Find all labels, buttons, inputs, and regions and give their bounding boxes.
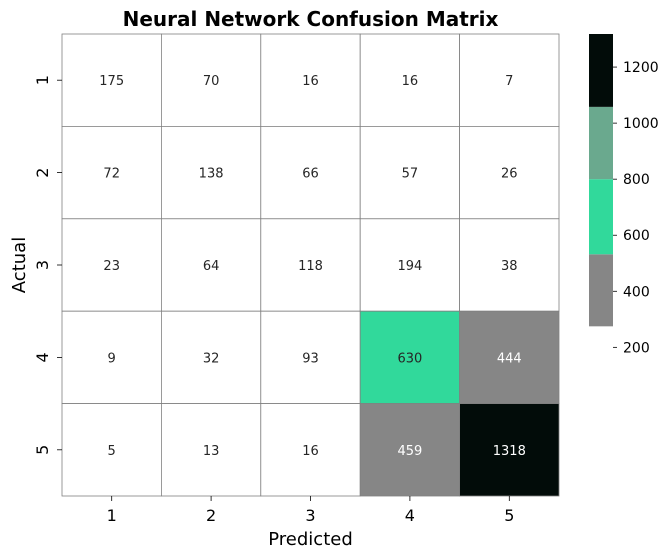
cell-value-label: 444: [497, 351, 522, 366]
heatmap-cell: [459, 218, 560, 312]
x-tick-label: 4: [405, 506, 415, 525]
heatmap-cell: [359, 310, 461, 405]
cell-value-label: 64: [203, 259, 220, 274]
cell-value-label: 459: [397, 444, 422, 459]
heatmap-cell: [260, 126, 361, 220]
heatmap-cells: 175 70 16 16 7 72 138 66 57 26 23 64 118 194 38 9 32 93 63…: [61, 33, 560, 497]
cell-value-label: 26: [501, 167, 518, 182]
heatmap-cell: [61, 33, 162, 127]
heatmap-cell: [459, 403, 560, 497]
cell-value-label: 16: [302, 74, 319, 89]
colorbar-band: [589, 326, 613, 402]
colorbar-tick-label: 1000: [623, 116, 659, 132]
colorbar: 200 400 600 800 1000 1200: [589, 34, 659, 402]
colorbar-tick-label: 600: [623, 228, 650, 244]
heatmap-cell: [359, 33, 461, 127]
x-tick-label: 2: [206, 506, 216, 525]
heatmap-cell: [459, 33, 560, 127]
heatmap-cell: [160, 310, 262, 405]
cell-value-label: 38: [501, 259, 518, 274]
y-axis-label: Actual: [9, 237, 30, 293]
cell-value-label: 93: [302, 351, 319, 366]
heatmap-cell: [459, 126, 560, 220]
colorbar-tick-label: 200: [623, 340, 650, 356]
cell-value-label: 1318: [493, 444, 526, 459]
cell-value-label: 16: [302, 444, 319, 459]
chart-title: Neural Network Confusion Matrix: [123, 7, 499, 31]
colorbar-tick-label: 800: [623, 172, 650, 188]
heatmap-cell: [359, 218, 461, 312]
cell-value-label: 70: [203, 74, 220, 89]
cell-value-label: 138: [199, 167, 224, 182]
cell-value-label: 66: [302, 167, 319, 182]
cell-value-label: 7: [505, 74, 513, 89]
cell-value-label: 194: [397, 259, 422, 274]
cell-value-label: 72: [103, 167, 120, 182]
cell-value-label: 57: [402, 167, 419, 182]
x-tick-label: 1: [107, 506, 117, 525]
cell-value-label: 23: [103, 259, 120, 274]
cell-value-label: 16: [402, 74, 419, 89]
x-axis-ticks: 1 2 3 4 5: [107, 496, 514, 525]
heatmap-cell: [260, 310, 361, 405]
colorbar-band: [589, 254, 613, 327]
y-tick-label: 4: [33, 352, 52, 362]
y-tick-label: 3: [33, 260, 52, 270]
y-tick-label: 2: [33, 168, 52, 178]
y-tick-label: 1: [33, 75, 52, 85]
cell-value-label: 9: [108, 351, 116, 366]
cell-value-label: 32: [203, 351, 220, 366]
x-tick-label: 3: [305, 506, 315, 525]
colorbar-band: [589, 106, 613, 180]
heatmap-cell: [61, 403, 162, 497]
heatmap-cell: [160, 33, 262, 127]
cell-value-label: 13: [203, 444, 220, 459]
heatmap-cell: [160, 403, 262, 497]
heatmap-cell: [459, 310, 560, 405]
cell-value-label: 118: [298, 259, 323, 274]
cell-value-label: 175: [99, 74, 124, 89]
colorbar-tick-label: 1200: [623, 60, 659, 76]
cell-value-label: 630: [397, 351, 422, 366]
heatmap-cell: [260, 33, 361, 127]
y-axis-ticks: 1 2 3 4 5: [33, 75, 62, 455]
x-tick-label: 5: [504, 506, 514, 525]
heatmap-cell: [260, 403, 361, 497]
cell-value-label: 5: [108, 444, 116, 459]
colorbar-tick-label: 400: [623, 284, 650, 300]
heatmap-cell: [160, 218, 262, 312]
colorbar-band: [589, 179, 613, 255]
heatmap-cell: [260, 218, 361, 312]
y-tick-label: 5: [33, 445, 52, 455]
x-axis-label: Predicted: [268, 529, 353, 550]
heatmap-cell: [61, 126, 162, 220]
colorbar-band: [589, 34, 613, 107]
